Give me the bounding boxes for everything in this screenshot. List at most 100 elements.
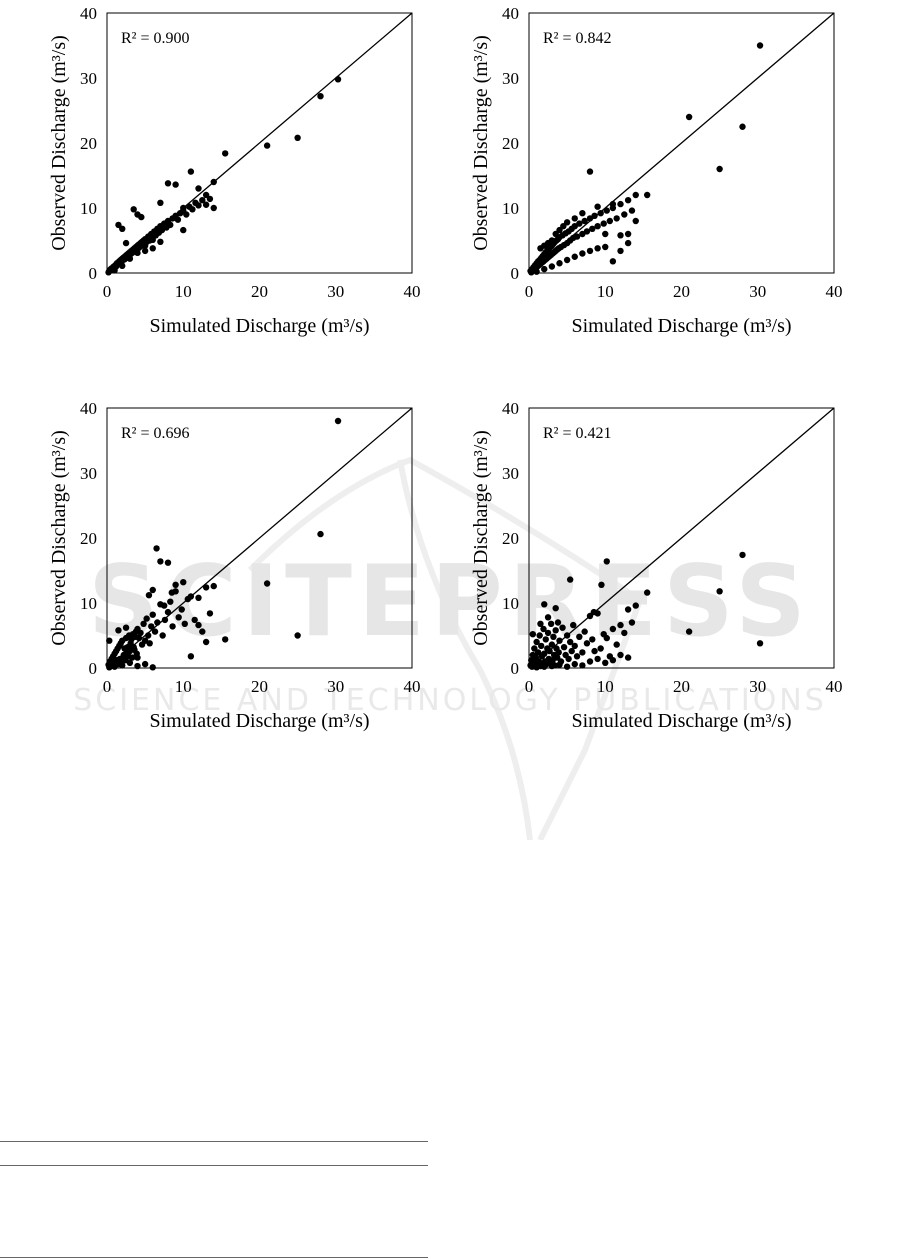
data-point — [624, 606, 632, 613]
y-tick-label: 30 — [502, 69, 519, 88]
data-point — [334, 76, 342, 83]
plot-frame — [106, 12, 413, 274]
x-tick-label: 10 — [597, 282, 614, 301]
data-point — [600, 220, 607, 227]
data-point — [594, 245, 601, 252]
data-point — [175, 614, 182, 621]
data-point — [573, 233, 581, 240]
data-point — [756, 640, 764, 647]
data-point — [115, 627, 122, 634]
r-squared-annotation: R² = 0.842 — [543, 30, 612, 47]
data-point — [739, 123, 746, 130]
y-tick-label: 0 — [89, 659, 98, 678]
scatter-chart-4: 0 10 20 30 40 0 10 20 30 40 Simulated Discharge (m… — [470, 399, 843, 732]
data-point — [157, 238, 164, 245]
data-point — [563, 219, 571, 226]
data-point — [540, 625, 547, 633]
data-point — [533, 638, 540, 646]
data-point — [583, 228, 591, 235]
x-tick-label: 30 — [327, 282, 344, 301]
y-tick-label: 30 — [80, 69, 97, 88]
plot-frame — [528, 12, 835, 274]
data-point — [556, 260, 563, 267]
y-tick-label: 40 — [502, 4, 519, 23]
data-point — [594, 203, 601, 210]
data-point — [128, 654, 136, 661]
data-point — [180, 204, 187, 212]
data-point — [563, 256, 571, 264]
data-point — [603, 207, 610, 214]
y-tick-label: 20 — [502, 134, 519, 153]
data-point — [552, 605, 559, 612]
data-point — [547, 620, 555, 627]
x-tick-label: 10 — [175, 282, 192, 301]
y-tick-label: 20 — [502, 529, 519, 548]
x-tick-label: 0 — [103, 282, 112, 301]
data-point — [541, 650, 548, 657]
data-point — [556, 637, 563, 644]
data-point — [643, 191, 651, 199]
scatter-panel-2: 0 10 20 30 40 0 10 20 30 40 Simulated Discharge (m… — [422, 0, 862, 340]
y-axis-label: Observed Discharge (m³/s) — [48, 430, 70, 646]
y-tick-label: 10 — [502, 199, 519, 218]
data-point — [189, 206, 196, 213]
data-point — [183, 211, 190, 218]
data-point — [126, 642, 134, 650]
data-point — [210, 204, 217, 212]
data-point — [570, 621, 577, 629]
y-tick-label: 40 — [80, 399, 97, 418]
y-tick-label: 10 — [80, 199, 97, 218]
y-axis-label: Observed Discharge (m³/s) — [470, 35, 492, 251]
data-point — [541, 663, 548, 670]
x-tick-label: 20 — [251, 677, 268, 696]
data-point — [589, 636, 596, 643]
data-point — [628, 619, 636, 626]
data-point — [168, 589, 176, 596]
data-point — [119, 662, 126, 669]
table-rule-mid — [0, 1165, 428, 1166]
x-tick-label: 40 — [826, 677, 843, 696]
data-point — [157, 199, 164, 206]
data-point — [210, 178, 217, 186]
y-tick-label: 30 — [502, 464, 519, 483]
data-point — [149, 236, 156, 244]
y-tick-label: 0 — [89, 264, 98, 283]
data-point — [141, 660, 149, 668]
data-point — [149, 245, 156, 252]
data-point — [529, 631, 537, 638]
data-point — [624, 230, 632, 238]
data-point — [613, 641, 620, 648]
data-point — [594, 223, 601, 230]
data-point — [573, 653, 581, 660]
y-tick-label: 10 — [80, 594, 97, 613]
data-point — [613, 215, 620, 222]
x-tick-label: 40 — [404, 677, 421, 696]
data-point — [149, 586, 156, 594]
scatter-chart-3: 0 10 20 30 40 0 10 20 30 40 Simulated Discharge (m… — [48, 399, 421, 732]
data-point — [617, 247, 624, 255]
data-point — [119, 262, 126, 270]
data-point — [602, 230, 609, 238]
y-tick-label: 40 — [80, 4, 97, 23]
data-point — [148, 623, 155, 630]
data-point — [149, 611, 156, 618]
data-point — [628, 207, 636, 214]
data-point — [141, 247, 149, 255]
data-point — [151, 628, 159, 635]
data-point — [565, 655, 572, 663]
data-point — [685, 628, 693, 635]
data-point — [586, 247, 594, 255]
data-point — [141, 242, 149, 249]
data-point — [576, 220, 583, 227]
data-point — [169, 623, 176, 630]
data-point — [591, 212, 598, 219]
data-point — [164, 180, 172, 187]
data-point — [206, 195, 214, 203]
data-point — [317, 93, 324, 100]
data-point — [210, 582, 217, 590]
data-point — [548, 263, 556, 270]
plot-frame — [106, 407, 413, 669]
data-point — [172, 181, 179, 188]
data-point — [602, 243, 609, 251]
data-point — [221, 636, 229, 643]
